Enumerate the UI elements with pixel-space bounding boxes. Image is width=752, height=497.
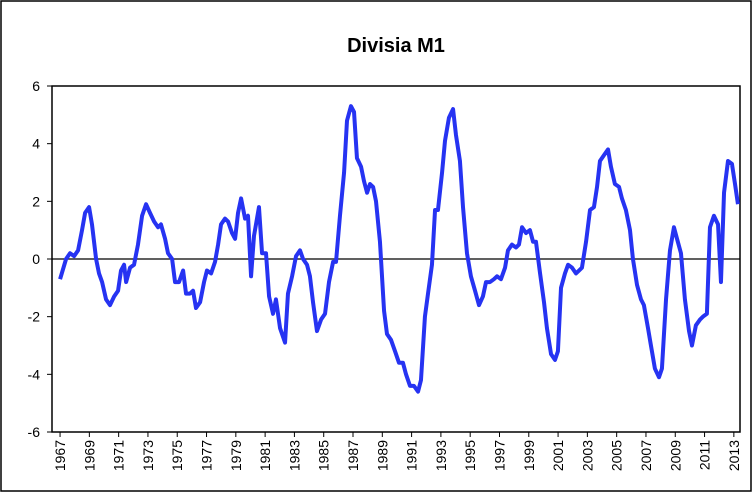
- x-tick-label: 2005: [609, 440, 625, 471]
- y-tick-label: 2: [32, 193, 40, 209]
- y-tick-label: 6: [32, 78, 40, 94]
- x-tick-label: 2013: [726, 440, 742, 471]
- x-tick-label: 1981: [257, 440, 273, 471]
- x-tick-label: 1969: [81, 440, 97, 471]
- x-tick-label: 2003: [579, 440, 595, 471]
- x-tick-label: 1989: [374, 440, 390, 471]
- y-tick-label: -6: [28, 424, 41, 440]
- y-tick-label: -2: [28, 309, 41, 325]
- x-tick-label: 1971: [111, 440, 127, 471]
- x-tick-label: 1991: [404, 440, 420, 471]
- x-tick-label: 2007: [638, 440, 654, 471]
- y-tick-label: 4: [32, 136, 40, 152]
- x-tick-label: 1983: [286, 440, 302, 471]
- x-tick-label: 1997: [491, 440, 507, 471]
- data-line: [58, 104, 740, 394]
- x-tick-label: 1995: [462, 440, 478, 471]
- x-tick-label: 1977: [199, 440, 215, 471]
- x-tick-label: 1993: [433, 440, 449, 471]
- x-tick-label: 1985: [316, 440, 332, 471]
- x-tick-label: 2001: [550, 440, 566, 471]
- x-tick-label: 1967: [52, 440, 68, 471]
- x-tick-label: 1999: [521, 440, 537, 471]
- y-tick-label: -4: [28, 366, 41, 382]
- x-tick-label: 2011: [697, 440, 713, 470]
- x-tick-label: 1975: [169, 440, 185, 471]
- x-tick-label: 1973: [140, 440, 156, 471]
- y-tick-label: 0: [32, 251, 40, 267]
- chart-title: Divisia M1: [347, 35, 445, 57]
- x-tick-label: 1987: [345, 440, 361, 471]
- x-tick-label: 1979: [228, 440, 244, 471]
- x-tick-label: 2009: [667, 440, 683, 471]
